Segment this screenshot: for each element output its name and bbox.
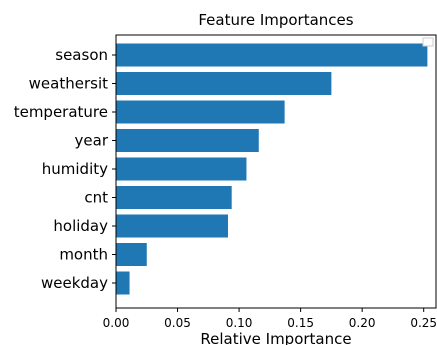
bar-cnt <box>116 186 232 209</box>
y-tick-label-temperature: temperature <box>14 103 108 121</box>
bar-humidity <box>116 157 247 181</box>
plot-frame <box>115 34 437 309</box>
y-tick-label-weathersit: weathersit <box>29 75 108 93</box>
x-axis-label: Relative Importance <box>200 330 351 345</box>
y-tick-label-holiday: holiday <box>53 217 108 235</box>
x-tick-label: 0.10 <box>226 316 253 330</box>
x-tick-label: 0.15 <box>287 316 314 330</box>
x-tick-label: 0.20 <box>349 316 376 330</box>
bar-month <box>116 243 147 266</box>
bar-season <box>116 43 428 67</box>
y-tick-label-season: season <box>55 46 108 64</box>
bar-year <box>116 129 259 152</box>
chart-title: Feature Importances <box>198 11 353 29</box>
y-tick-label-humidity: humidity <box>42 160 108 178</box>
bar-weathersit <box>116 72 332 95</box>
y-tick-label-weekday: weekday <box>41 274 108 292</box>
x-tick-label: 0.00 <box>103 316 130 330</box>
legend-box <box>422 37 434 47</box>
x-tick-label: 0.05 <box>164 316 191 330</box>
y-tick-label-year: year <box>75 132 109 150</box>
bar-temperature <box>116 100 285 124</box>
bar-holiday <box>116 214 228 238</box>
bars-layer <box>116 43 428 295</box>
ticks-layer: season weathersit temperature year humidity c… <box>14 46 437 330</box>
y-tick-label-cnt: cnt <box>84 189 108 207</box>
bar-weekday <box>116 271 130 295</box>
y-tick-label-month: month <box>59 246 108 264</box>
x-tick-label: 0.25 <box>410 316 437 330</box>
